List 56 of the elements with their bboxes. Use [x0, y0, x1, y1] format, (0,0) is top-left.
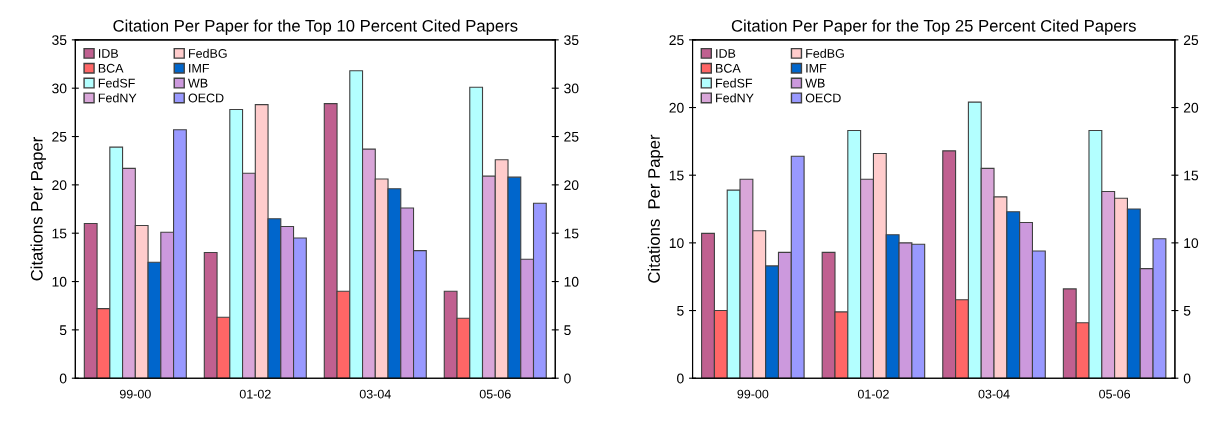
legend-label: FedNY: [98, 93, 137, 103]
y2-tick-label: 0: [564, 373, 571, 384]
legend-label: IDB: [716, 49, 736, 58]
x-tick-label: 03-04: [359, 389, 391, 399]
legend-label: WB: [805, 78, 825, 88]
legend-label: IDB: [98, 49, 119, 58]
legend-label: IMF: [189, 63, 209, 73]
legend-label: FedSF: [98, 78, 135, 88]
y2-tick-label: 5: [1183, 306, 1191, 316]
y-axis-title: Citations Per Paper: [647, 134, 664, 283]
y-tick-label: 5: [59, 325, 67, 336]
y-tick-label: 0: [59, 373, 67, 384]
y2-tick-label: 10: [564, 276, 579, 287]
legend-label: IMF: [806, 63, 827, 73]
y2-tick-label: 15: [564, 228, 579, 239]
y-tick-label: 10: [669, 238, 684, 249]
y2-tick-label: 25: [564, 131, 579, 142]
x-tick-label: 03-04: [978, 389, 1010, 399]
x-tick-label: 99-00: [737, 389, 769, 399]
y-tick-label: 30: [52, 83, 67, 94]
y-tick-label: 35: [52, 35, 67, 46]
x-tick-label: 99-00: [119, 389, 151, 399]
y2-tick-label: 35: [564, 35, 579, 46]
y-tick-label: 25: [669, 35, 684, 46]
y-tick-label: 10: [52, 276, 67, 287]
y-tick-label: 15: [669, 170, 684, 181]
legend-label: FedBG: [806, 48, 844, 58]
y2-tick-label: 20: [1183, 102, 1199, 113]
y-tick-label: 0: [677, 373, 684, 384]
legend-label: OECD: [188, 93, 224, 103]
y-tick-label: 20: [52, 180, 67, 191]
y-axis-title: Citations Per Paper: [30, 137, 46, 281]
x-tick-label: 01-02: [239, 389, 271, 399]
y-tick-label: 25: [52, 131, 67, 142]
legend-label: FedBG: [189, 48, 227, 58]
y2-tick-label: 30: [564, 83, 579, 94]
legend-label: BCA: [98, 63, 124, 73]
y2-tick-label: 20: [564, 180, 579, 191]
y2-tick-label: 15: [1184, 170, 1199, 181]
chart-title: Citation Per Paper for the Top 10 Percent Cited Papers: [113, 19, 518, 35]
y-tick-label: 20: [669, 102, 684, 113]
legend-label: BCA: [716, 63, 741, 73]
y2-tick-label: 5: [564, 325, 571, 336]
chart-title: Citation Per Paper for the Top 25 Percent Cited Papers: [731, 19, 1136, 35]
y2-tick-label: 10: [1184, 238, 1199, 249]
x-tick-label: 05-06: [1099, 389, 1131, 399]
legend-label: FedNY: [716, 93, 754, 103]
y-tick-label: 5: [677, 306, 684, 316]
x-tick-label: 01-02: [857, 389, 889, 399]
legend-label: OECD: [805, 93, 841, 103]
legend-label: FedSF: [716, 78, 753, 88]
y2-tick-label: 25: [1183, 35, 1199, 46]
y2-tick-label: 0: [1183, 373, 1191, 384]
x-tick-label: 05-06: [479, 389, 511, 399]
y-tick-label: 15: [52, 228, 67, 239]
legend-label: WB: [188, 78, 208, 88]
